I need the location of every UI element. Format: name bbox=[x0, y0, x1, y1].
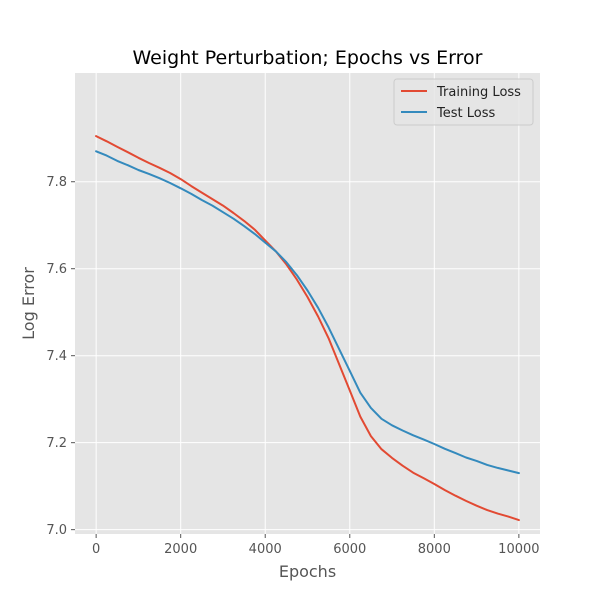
y-tick-label: 7.0 bbox=[46, 523, 67, 538]
plot-area bbox=[75, 73, 540, 534]
series-layer bbox=[95, 135, 520, 522]
x-tick-label: 10000 bbox=[498, 542, 539, 557]
legend-label-training-loss: Training Loss bbox=[436, 85, 521, 100]
grid bbox=[75, 73, 540, 534]
x-tick-label: 6000 bbox=[333, 542, 366, 557]
x-tick-label: 2000 bbox=[164, 542, 197, 557]
series-line-test-loss bbox=[95, 150, 520, 475]
x-tick-label: 8000 bbox=[418, 542, 451, 557]
y-tick-label: 7.4 bbox=[46, 349, 67, 364]
x-axis-label: Epochs bbox=[279, 562, 336, 581]
y-tick-label: 7.2 bbox=[46, 436, 67, 451]
legend: Training Loss Test Loss bbox=[393, 78, 534, 126]
y-tick-label: 7.8 bbox=[46, 175, 67, 190]
series-line-training-loss bbox=[95, 135, 520, 522]
y-tick-label: 7.6 bbox=[46, 262, 67, 277]
axis-ticks: 0 2000 4000 6000 8000 10000 7.0 7.2 7.4 7.6 7.8 bbox=[46, 175, 539, 557]
legend-label-test-loss: Test Loss bbox=[436, 106, 495, 121]
chart-title: Weight Perturbation; Epochs vs Error bbox=[133, 47, 483, 69]
y-axis-label: Log Error bbox=[19, 267, 38, 340]
x-tick-label: 4000 bbox=[249, 542, 282, 557]
x-tick-label: 0 bbox=[92, 542, 100, 557]
legend-box bbox=[393, 78, 534, 126]
